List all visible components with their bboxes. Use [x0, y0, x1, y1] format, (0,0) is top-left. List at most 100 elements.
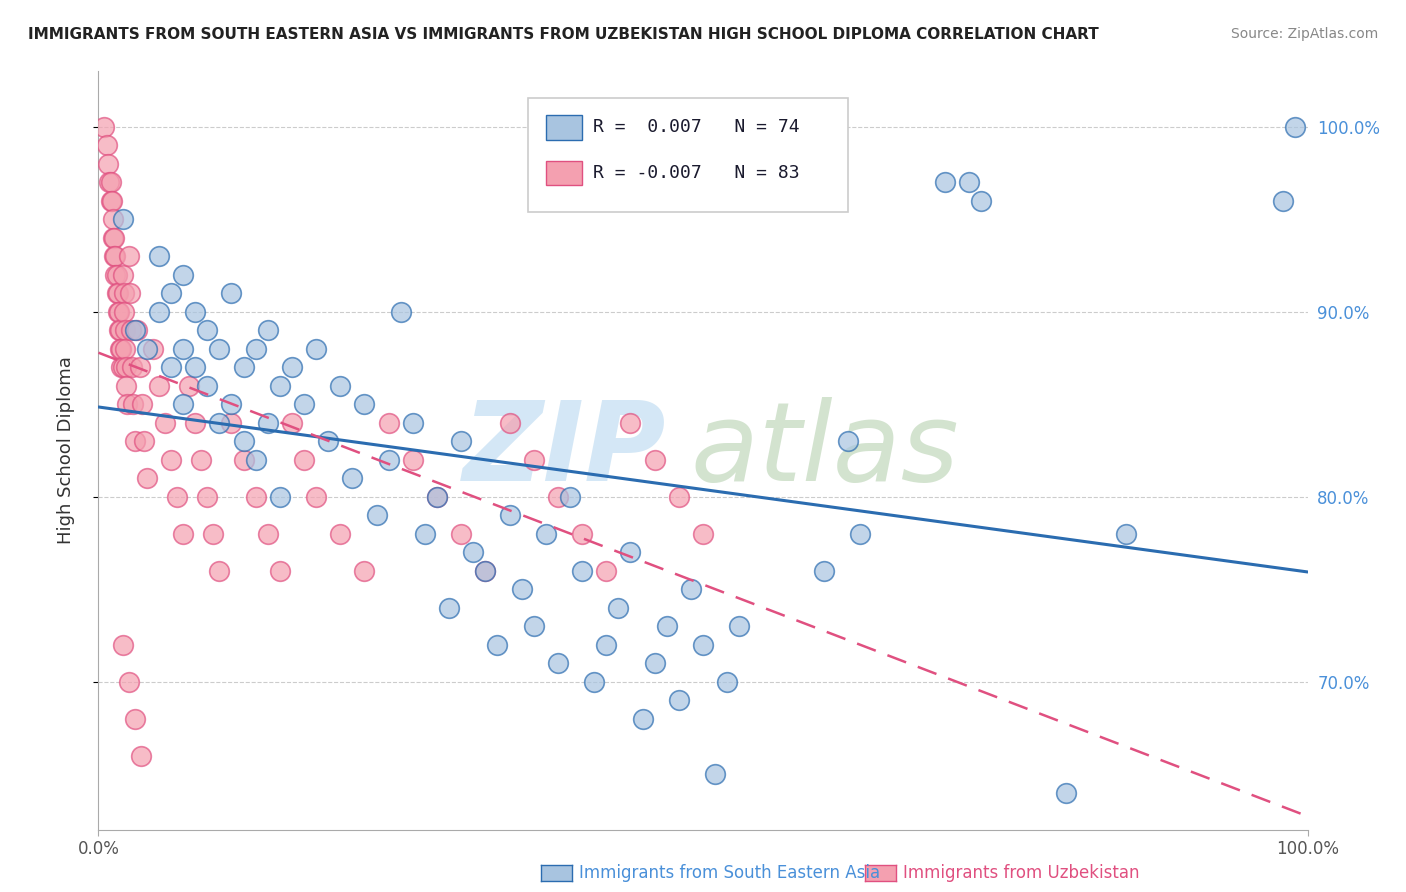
Point [437, 600, 460, 615]
Point [292, 452, 315, 467]
Text: R =  0.007   N = 74: R = 0.007 N = 74 [593, 119, 800, 136]
Point [269, 564, 291, 578]
Point [108, 323, 131, 337]
Point [100, 194, 122, 208]
Point [112, 286, 135, 301]
Point [245, 490, 267, 504]
Point [679, 582, 702, 596]
Point [131, 397, 153, 411]
Point [221, 416, 243, 430]
Point [111, 268, 134, 282]
Point [108, 305, 131, 319]
Point [107, 286, 129, 301]
Point [232, 452, 254, 467]
Point [547, 656, 569, 670]
Point [221, 397, 243, 411]
Point [716, 674, 738, 689]
Bar [546, 161, 582, 186]
Point [329, 378, 352, 392]
Point [281, 416, 304, 430]
Point [655, 619, 678, 633]
Point [122, 397, 145, 411]
Point [124, 712, 146, 726]
Point [1284, 120, 1306, 134]
Point [402, 452, 425, 467]
Point [692, 638, 714, 652]
Point [245, 342, 267, 356]
Point [523, 452, 546, 467]
Point [195, 378, 218, 392]
Point [111, 638, 134, 652]
Point [129, 748, 152, 763]
Point [668, 490, 690, 504]
Point [160, 360, 183, 375]
Point [184, 360, 207, 375]
Point [595, 638, 617, 652]
Point [728, 619, 751, 633]
Point [202, 526, 225, 541]
Point [135, 471, 157, 485]
Point [413, 526, 436, 541]
Point [849, 526, 872, 541]
Point [117, 397, 139, 411]
Point [148, 378, 170, 392]
Point [316, 434, 339, 449]
Point [93, 120, 115, 134]
Point [108, 323, 131, 337]
Y-axis label: High School Diploma: High School Diploma [56, 357, 75, 544]
Point [118, 286, 141, 301]
Point [118, 674, 141, 689]
Point [114, 342, 136, 356]
Point [148, 305, 170, 319]
Point [124, 434, 146, 449]
Point [172, 397, 194, 411]
Point [426, 490, 449, 504]
Point [160, 286, 183, 301]
Point [510, 582, 533, 596]
Point [127, 323, 149, 337]
Point [103, 249, 125, 263]
Point [523, 619, 546, 633]
Point [486, 638, 509, 652]
Point [118, 249, 141, 263]
Point [305, 342, 328, 356]
Point [105, 286, 128, 301]
Point [172, 268, 194, 282]
Point [172, 342, 194, 356]
Point [221, 286, 243, 301]
Point [256, 323, 278, 337]
Point [389, 305, 412, 319]
Point [195, 323, 218, 337]
Point [292, 397, 315, 411]
Point [208, 416, 231, 430]
Point [98, 175, 121, 189]
Point [269, 490, 291, 504]
Point [148, 249, 170, 263]
Point [111, 212, 134, 227]
Point [142, 342, 165, 356]
Point [101, 212, 124, 227]
Point [245, 452, 267, 467]
Point [208, 564, 231, 578]
Point [547, 490, 569, 504]
Point [1272, 194, 1295, 208]
Point [128, 360, 150, 375]
Bar [546, 115, 582, 140]
Point [115, 360, 138, 375]
Point [112, 305, 135, 319]
Text: Source: ZipAtlas.com: Source: ZipAtlas.com [1230, 27, 1378, 41]
Point [190, 452, 212, 467]
Point [571, 564, 593, 578]
Point [426, 490, 449, 504]
Point [104, 268, 127, 282]
Point [813, 564, 835, 578]
Point [353, 564, 375, 578]
Point [256, 416, 278, 430]
Text: R = -0.007   N = 83: R = -0.007 N = 83 [593, 164, 800, 182]
Point [644, 452, 666, 467]
Point [366, 508, 388, 523]
Point [595, 564, 617, 578]
Point [111, 360, 134, 375]
Point [108, 342, 131, 356]
Point [631, 712, 654, 726]
